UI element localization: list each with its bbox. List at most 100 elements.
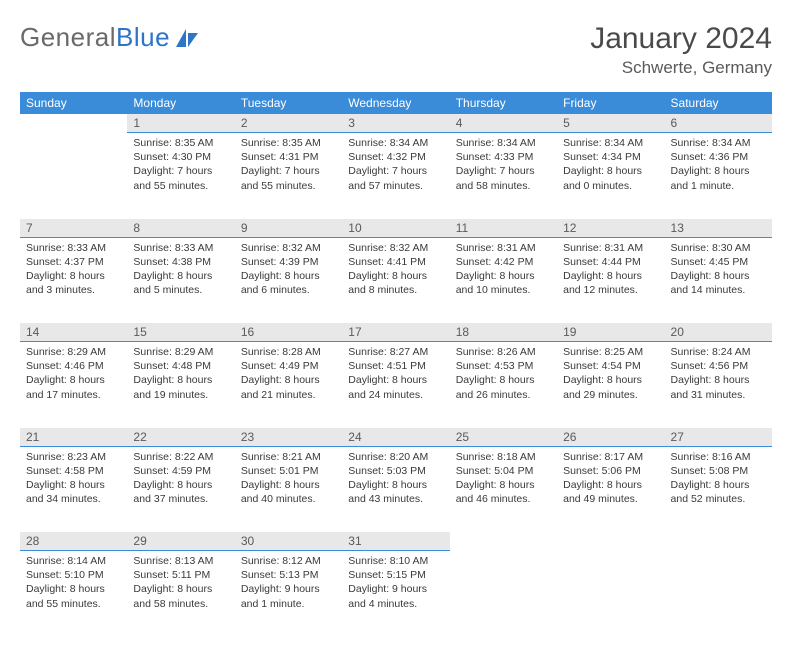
logo-sail-icon xyxy=(174,27,200,49)
sunrise-text: Sunrise: 8:23 AM xyxy=(26,450,121,464)
sunset-text: Sunset: 4:34 PM xyxy=(563,150,658,164)
day-number: 16 xyxy=(235,323,342,342)
day-cell xyxy=(450,551,557,637)
day-header: Thursday xyxy=(450,92,557,114)
day-cell: Sunrise: 8:29 AMSunset: 4:46 PMDaylight:… xyxy=(20,342,127,428)
title-block: January 2024 Schwerte, Germany xyxy=(590,22,772,78)
sunrise-text: Sunrise: 8:35 AM xyxy=(241,136,336,150)
day-cell xyxy=(557,551,664,637)
sunrise-text: Sunrise: 8:28 AM xyxy=(241,345,336,359)
day-number: 7 xyxy=(20,219,127,238)
sunset-text: Sunset: 4:58 PM xyxy=(26,464,121,478)
daylight-text: Daylight: 8 hours and 21 minutes. xyxy=(241,373,336,401)
sunset-text: Sunset: 4:51 PM xyxy=(348,359,443,373)
day-header: Saturday xyxy=(665,92,772,114)
day-cell: Sunrise: 8:35 AMSunset: 4:31 PMDaylight:… xyxy=(235,133,342,219)
day-number: 23 xyxy=(235,428,342,447)
sunrise-text: Sunrise: 8:35 AM xyxy=(133,136,228,150)
day-cell: Sunrise: 8:31 AMSunset: 4:44 PMDaylight:… xyxy=(557,237,664,323)
day-number xyxy=(450,532,557,551)
day-number: 28 xyxy=(20,532,127,551)
daylight-text: Daylight: 8 hours and 19 minutes. xyxy=(133,373,228,401)
daylight-text: Daylight: 9 hours and 4 minutes. xyxy=(348,582,443,610)
sunset-text: Sunset: 5:15 PM xyxy=(348,568,443,582)
daylight-text: Daylight: 8 hours and 40 minutes. xyxy=(241,478,336,506)
sunrise-text: Sunrise: 8:32 AM xyxy=(241,241,336,255)
daylight-text: Daylight: 8 hours and 46 minutes. xyxy=(456,478,551,506)
day-cell: Sunrise: 8:34 AMSunset: 4:32 PMDaylight:… xyxy=(342,133,449,219)
day-number: 18 xyxy=(450,323,557,342)
sunrise-text: Sunrise: 8:17 AM xyxy=(563,450,658,464)
daylight-text: Daylight: 8 hours and 55 minutes. xyxy=(26,582,121,610)
sunset-text: Sunset: 4:32 PM xyxy=(348,150,443,164)
sunrise-text: Sunrise: 8:29 AM xyxy=(133,345,228,359)
day-cell: Sunrise: 8:14 AMSunset: 5:10 PMDaylight:… xyxy=(20,551,127,637)
daylight-text: Daylight: 8 hours and 34 minutes. xyxy=(26,478,121,506)
sunrise-text: Sunrise: 8:10 AM xyxy=(348,554,443,568)
sunset-text: Sunset: 5:10 PM xyxy=(26,568,121,582)
sunset-text: Sunset: 4:45 PM xyxy=(671,255,766,269)
day-number: 5 xyxy=(557,114,664,133)
day-number: 6 xyxy=(665,114,772,133)
day-number: 8 xyxy=(127,219,234,238)
sunset-text: Sunset: 5:04 PM xyxy=(456,464,551,478)
day-number: 10 xyxy=(342,219,449,238)
day-cell: Sunrise: 8:26 AMSunset: 4:53 PMDaylight:… xyxy=(450,342,557,428)
day-cell: Sunrise: 8:12 AMSunset: 5:13 PMDaylight:… xyxy=(235,551,342,637)
header: GeneralBlue January 2024 Schwerte, Germa… xyxy=(20,22,772,78)
location: Schwerte, Germany xyxy=(590,58,772,78)
sunrise-text: Sunrise: 8:21 AM xyxy=(241,450,336,464)
sunrise-text: Sunrise: 8:30 AM xyxy=(671,241,766,255)
day-number: 20 xyxy=(665,323,772,342)
sunset-text: Sunset: 5:06 PM xyxy=(563,464,658,478)
sunset-text: Sunset: 4:53 PM xyxy=(456,359,551,373)
daylight-text: Daylight: 8 hours and 8 minutes. xyxy=(348,269,443,297)
day-cell: Sunrise: 8:18 AMSunset: 5:04 PMDaylight:… xyxy=(450,446,557,532)
daylight-text: Daylight: 8 hours and 24 minutes. xyxy=(348,373,443,401)
sunset-text: Sunset: 4:48 PM xyxy=(133,359,228,373)
calendar-table: Sunday Monday Tuesday Wednesday Thursday… xyxy=(20,92,772,637)
sunrise-text: Sunrise: 8:33 AM xyxy=(133,241,228,255)
sunset-text: Sunset: 4:30 PM xyxy=(133,150,228,164)
sunrise-text: Sunrise: 8:33 AM xyxy=(26,241,121,255)
day-body-row: Sunrise: 8:29 AMSunset: 4:46 PMDaylight:… xyxy=(20,342,772,428)
sunrise-text: Sunrise: 8:12 AM xyxy=(241,554,336,568)
day-cell: Sunrise: 8:23 AMSunset: 4:58 PMDaylight:… xyxy=(20,446,127,532)
daylight-text: Daylight: 8 hours and 10 minutes. xyxy=(456,269,551,297)
sunset-text: Sunset: 4:54 PM xyxy=(563,359,658,373)
day-cell: Sunrise: 8:25 AMSunset: 4:54 PMDaylight:… xyxy=(557,342,664,428)
daylight-text: Daylight: 7 hours and 55 minutes. xyxy=(241,164,336,192)
sunset-text: Sunset: 4:44 PM xyxy=(563,255,658,269)
day-cell: Sunrise: 8:22 AMSunset: 4:59 PMDaylight:… xyxy=(127,446,234,532)
sunrise-text: Sunrise: 8:34 AM xyxy=(563,136,658,150)
day-cell: Sunrise: 8:24 AMSunset: 4:56 PMDaylight:… xyxy=(665,342,772,428)
sunset-text: Sunset: 4:42 PM xyxy=(456,255,551,269)
sunrise-text: Sunrise: 8:22 AM xyxy=(133,450,228,464)
day-number: 25 xyxy=(450,428,557,447)
day-header: Sunday xyxy=(20,92,127,114)
sunset-text: Sunset: 4:36 PM xyxy=(671,150,766,164)
sunset-text: Sunset: 4:33 PM xyxy=(456,150,551,164)
day-number: 27 xyxy=(665,428,772,447)
sunset-text: Sunset: 4:56 PM xyxy=(671,359,766,373)
day-number: 30 xyxy=(235,532,342,551)
sunrise-text: Sunrise: 8:29 AM xyxy=(26,345,121,359)
day-body-row: Sunrise: 8:33 AMSunset: 4:37 PMDaylight:… xyxy=(20,237,772,323)
daylight-text: Daylight: 8 hours and 5 minutes. xyxy=(133,269,228,297)
daynum-row: 78910111213 xyxy=(20,219,772,238)
day-number: 2 xyxy=(235,114,342,133)
calendar-page: GeneralBlue January 2024 Schwerte, Germa… xyxy=(0,0,792,647)
day-cell: Sunrise: 8:33 AMSunset: 4:38 PMDaylight:… xyxy=(127,237,234,323)
day-number: 3 xyxy=(342,114,449,133)
sunrise-text: Sunrise: 8:14 AM xyxy=(26,554,121,568)
sunset-text: Sunset: 5:08 PM xyxy=(671,464,766,478)
sunrise-text: Sunrise: 8:32 AM xyxy=(348,241,443,255)
day-cell: Sunrise: 8:20 AMSunset: 5:03 PMDaylight:… xyxy=(342,446,449,532)
day-cell xyxy=(20,133,127,219)
daylight-text: Daylight: 8 hours and 6 minutes. xyxy=(241,269,336,297)
sunrise-text: Sunrise: 8:34 AM xyxy=(348,136,443,150)
logo-text-gray: General xyxy=(20,22,116,53)
sunset-text: Sunset: 5:13 PM xyxy=(241,568,336,582)
day-cell: Sunrise: 8:32 AMSunset: 4:41 PMDaylight:… xyxy=(342,237,449,323)
daylight-text: Daylight: 8 hours and 31 minutes. xyxy=(671,373,766,401)
